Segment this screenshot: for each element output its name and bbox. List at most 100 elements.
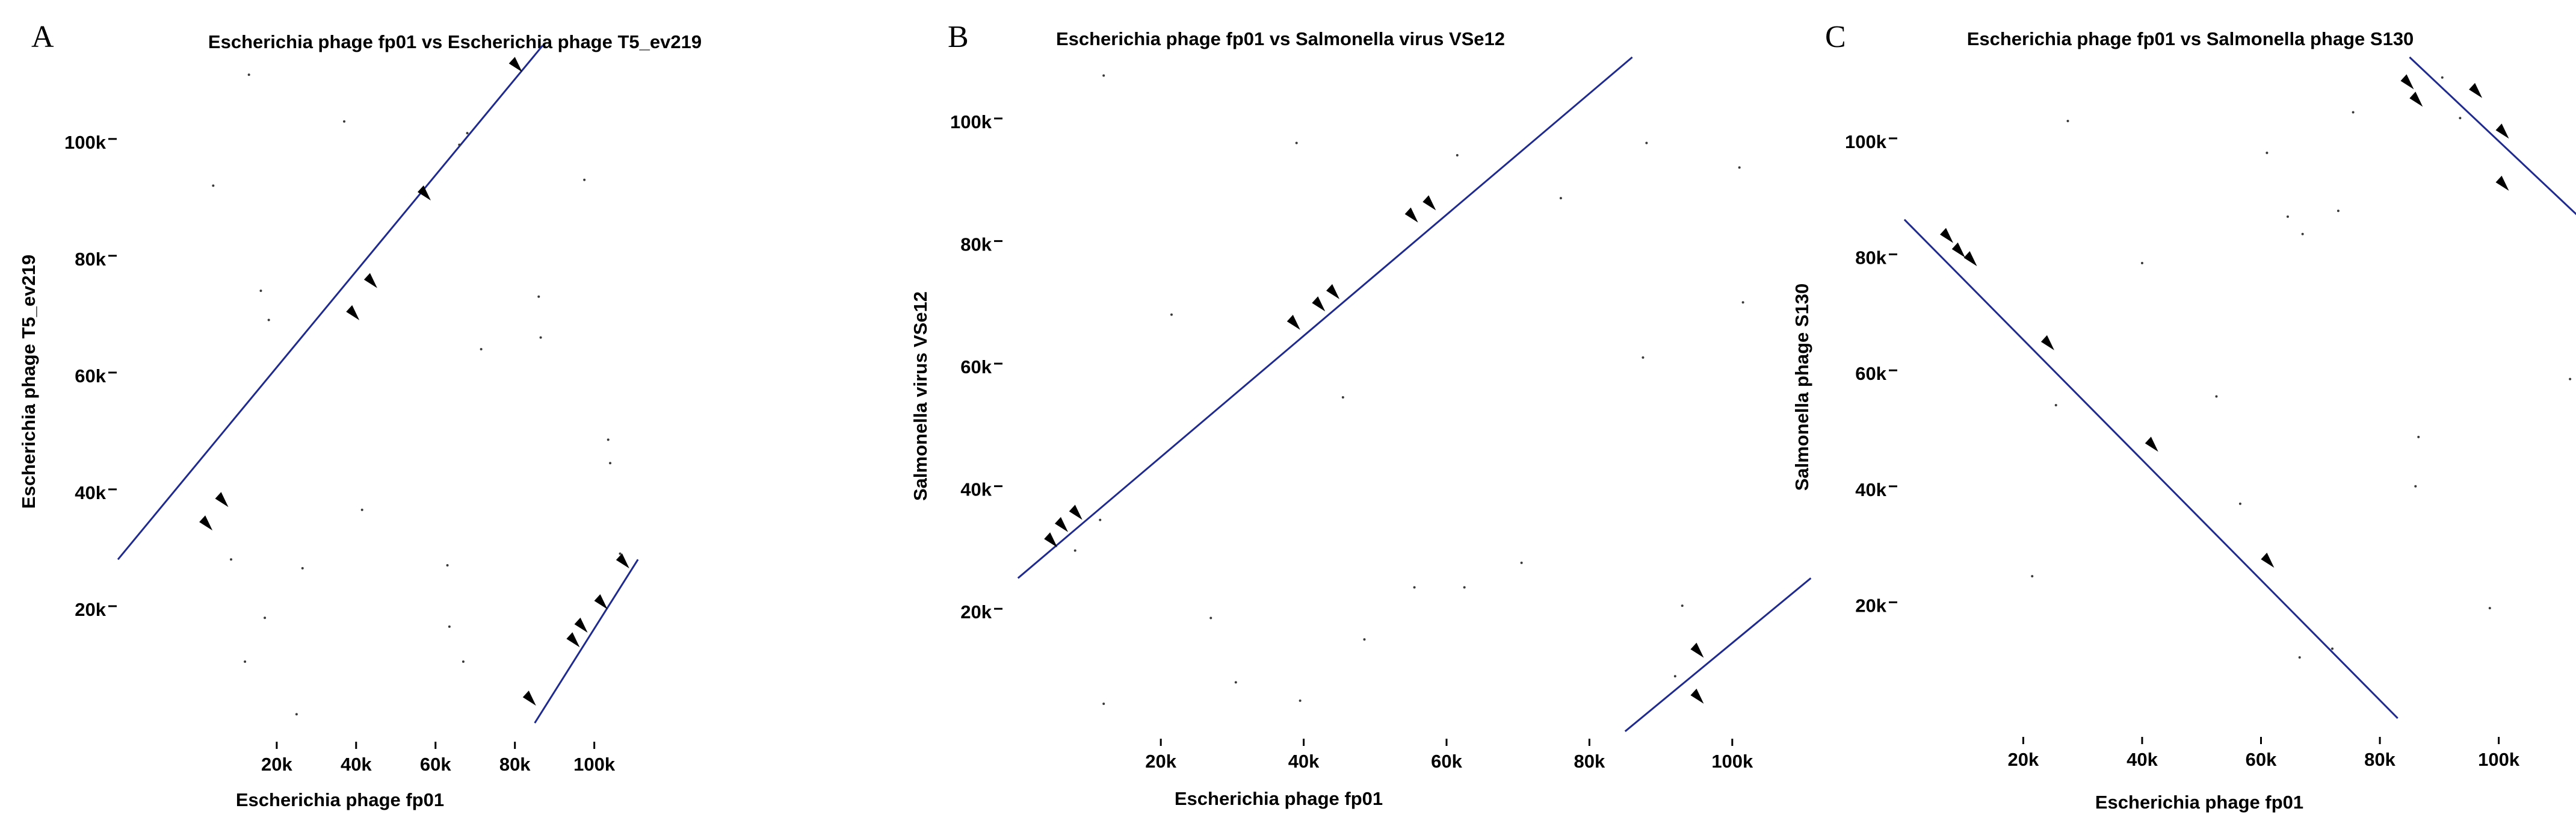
panel-b-alignment-segment-1 [1017, 56, 1633, 579]
panel-b-letter: B [948, 20, 969, 54]
panel-b-ticks: 20k 40k 60k 80k 100k 20k 40k 60k 80k 100k [950, 111, 1753, 772]
panel-c-noise-dot-5 [2301, 232, 2304, 235]
panel-b-noise-dot-16 [1413, 586, 1416, 589]
panel-a-arrow-marker-8 [566, 632, 580, 648]
panel-c-y-tick-label-5: 100k [1845, 131, 1887, 152]
panel-c: C Escherichia phage fp01 vs Salmonella p… [1791, 20, 2576, 813]
panel-c-noise-dot-8 [2266, 151, 2269, 154]
panel-a-arrow-marker-10 [594, 594, 608, 610]
panel-a: A Escherichia phage fp01 vs Escherichia … [18, 20, 702, 810]
panel-b-y-tick-label-5: 100k [950, 111, 992, 132]
panel-a-y-tick-label-4: 80k [75, 249, 106, 270]
panel-c-alignment-segment-2 [2409, 56, 2576, 216]
panel-a-noise-dot-7 [295, 713, 298, 716]
panel-b-x-tick-label-4: 80k [1574, 751, 1605, 772]
panel-c-noise-dot-18 [2441, 76, 2444, 79]
panel-c-noise-dot-17 [2331, 647, 2334, 650]
panel-a-noise-dots [212, 73, 622, 716]
panel-c-noise-dot-15 [2054, 403, 2057, 406]
panel-b-x-axis-label: Escherichia phage fp01 [1175, 788, 1383, 809]
panel-c-series [1903, 56, 2576, 719]
panel-b-arrow-marker-9 [1690, 642, 1704, 658]
panel-b-arrow-marker-5 [1312, 296, 1326, 312]
panel-a-y-tick-label-2: 40k [75, 482, 106, 503]
panel-b-arrow-marker-4 [1286, 314, 1300, 330]
panel-b-noise-dot-21 [1681, 604, 1684, 607]
panel-c-noise-dot-9 [2417, 435, 2420, 438]
panel-b-arrow-marker-1 [1044, 532, 1058, 548]
panel-a-arrow-marker-4 [363, 273, 377, 288]
panel-b-y-axis-label: Salmonella virus VSe12 [910, 291, 931, 501]
panel-a-noise-dot-5 [264, 616, 267, 619]
panel-c-x-tick-label-4: 80k [2364, 749, 2395, 770]
panel-c-y-tick-label-4: 80k [1855, 247, 1886, 269]
panel-a-letter: A [31, 20, 54, 54]
panel-b-noise-dot-7 [1738, 166, 1741, 169]
panel-b-noise-dot-15 [1363, 638, 1366, 641]
panel-b-noise-dot-8 [1642, 356, 1645, 359]
panel-c-x-tick-label-2: 40k [2127, 749, 2158, 770]
panel-c-arrow-marker-11 [2495, 175, 2509, 191]
panel-c-arrow-marker-3 [1963, 251, 1977, 267]
panel-a-noise-dot-20 [607, 438, 610, 441]
panel-c-noise-dot-10 [2414, 485, 2417, 488]
panel-a-x-tick-label-2: 40k [341, 754, 372, 775]
panel-b: B Escherichia phage fp01 vs Salmonella v… [910, 20, 1812, 809]
panel-a-arrow-marker-3 [346, 305, 360, 320]
panel-b-arrow-marker-6 [1326, 284, 1340, 299]
panel-a-y-axis-label: Escherichia phage T5_ev219 [18, 255, 39, 509]
panel-b-noise-dots [1073, 74, 1744, 706]
panel-a-noise-dot-23 [230, 558, 233, 561]
panel-c-noise-dot-19 [2459, 117, 2462, 120]
panel-a-noise-dot-18 [539, 336, 542, 339]
panel-a-title: Escherichia phage fp01 vs Escherichia ph… [208, 31, 702, 52]
panel-c-noise-dot-11 [2569, 377, 2572, 380]
panel-b-alignment-segment-2 [1624, 577, 1812, 732]
panel-a-x-tick-label-1: 20k [261, 754, 292, 775]
panel-a-ticks: 20k 40k 60k 80k 100k 20k 40k 60k 80k 100k [64, 132, 616, 775]
panel-a-y-tick-label-1: 20k [75, 599, 106, 620]
panel-b-noise-dot-2 [1295, 141, 1298, 144]
panel-b-noise-dot-22 [1673, 675, 1676, 678]
panel-a-x-tick-label-4: 80k [499, 754, 531, 775]
panel-b-arrow-marker-2 [1054, 517, 1068, 532]
panel-b-x-tick-label-3: 60k [1431, 751, 1462, 772]
panel-a-noise-dot-17 [537, 295, 540, 298]
panel-b-noise-dot-5 [1645, 141, 1648, 144]
panel-c-y-tick-label-3: 60k [1855, 363, 1886, 384]
panel-c-noise-dot-6 [2337, 210, 2340, 213]
panel-a-noise-dot-10 [343, 120, 346, 123]
panel-b-arrow-marker-8 [1422, 195, 1436, 211]
panel-c-arrow-markers [1940, 74, 2509, 568]
panel-a-x-tick-label-3: 60k [420, 754, 451, 775]
panel-c-alignment-segment-1 [1903, 219, 2398, 719]
panel-c-arrow-marker-2 [1951, 242, 1965, 258]
panel-c-y-tick-label-2: 40k [1855, 479, 1886, 500]
panel-b-arrow-marker-10 [1690, 688, 1704, 704]
panel-c-noise-dot-1 [2066, 119, 2069, 122]
panel-a-noise-dot-16 [480, 348, 483, 351]
panel-b-noise-dot-17 [1463, 586, 1466, 589]
panel-b-noise-dot-9 [1170, 313, 1173, 316]
panel-a-arrow-marker-2 [215, 492, 229, 508]
panel-c-y-tick-label-1: 20k [1855, 595, 1886, 616]
panel-a-noise-dot-12 [448, 625, 451, 628]
panel-a-arrow-marker-11 [616, 553, 629, 569]
panel-c-arrow-marker-1 [1940, 228, 1954, 243]
panel-a-noise-dot-22 [619, 552, 622, 555]
panel-a-noise-dot-15 [466, 132, 469, 135]
panel-a-alignment-segment-2 [534, 559, 639, 724]
panel-c-ticks: 20k 40k 60k 80k 100k 20k 40k 60k 80k 100k [1845, 131, 2520, 770]
panel-b-noise-dot-20 [1299, 699, 1302, 702]
panel-c-letter: C [1825, 20, 1846, 54]
panel-b-arrow-marker-3 [1069, 505, 1083, 520]
panel-a-noise-dot-2 [212, 184, 215, 187]
panel-c-noise-dots [2031, 76, 2572, 659]
panel-b-noise-dot-14 [1234, 681, 1237, 684]
panel-b-x-tick-label-5: 100k [1711, 751, 1753, 772]
panel-c-noise-dot-13 [2298, 656, 2301, 659]
panel-c-arrow-marker-4 [2040, 335, 2054, 350]
panel-c-x-tick-label-1: 20k [2008, 749, 2039, 770]
panel-a-series [117, 45, 639, 724]
panel-c-arrow-marker-10 [2495, 123, 2509, 139]
